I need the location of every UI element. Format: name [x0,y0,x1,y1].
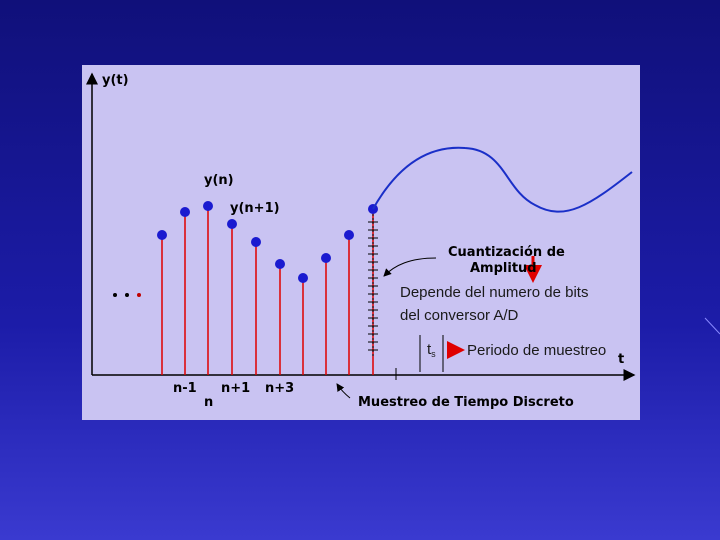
continuous-signal [372,146,633,213]
index-label: n+3 [265,381,294,396]
index-label: n+1 [221,381,250,396]
period-symbol-sub: s [431,349,436,359]
sample-dot [180,207,190,217]
time-arrow [336,383,351,399]
period-marks [395,335,444,380]
sample-dot [227,219,237,229]
bits-note: del conversor A/D [400,307,519,324]
axes [86,72,636,381]
sample-label: y(n+1) [230,201,280,216]
period-symbol: ts [427,341,436,359]
y-axis-label: y(t) [102,73,129,88]
index-label: n-1 [173,381,197,396]
sample-dot [275,259,285,269]
period-symbol-base: t [427,341,432,358]
diagram-panel [82,65,640,420]
x-axis-label: t [618,352,624,367]
sample-label: y(n) [204,173,234,188]
sample-dot [298,273,308,283]
bits-note: Depende del numero de bits [400,284,588,301]
sample-dot [157,230,167,240]
quantization-label: Cuantización de [448,245,565,260]
sample-dot [203,201,213,211]
index-label: n [204,395,213,410]
decor-line [704,317,720,335]
sample-dot [321,253,331,263]
period-note: Periodo de muestreo [467,342,606,359]
quantization-label: Amplitud [470,261,537,276]
quantization-levels [368,214,378,356]
sample-dot [251,237,261,247]
quantization-arrow [383,257,437,277]
ellipsis [113,293,141,297]
discrete-time-label: Muestreo de Tiempo Discreto [358,395,574,410]
sample-dot [344,230,354,240]
